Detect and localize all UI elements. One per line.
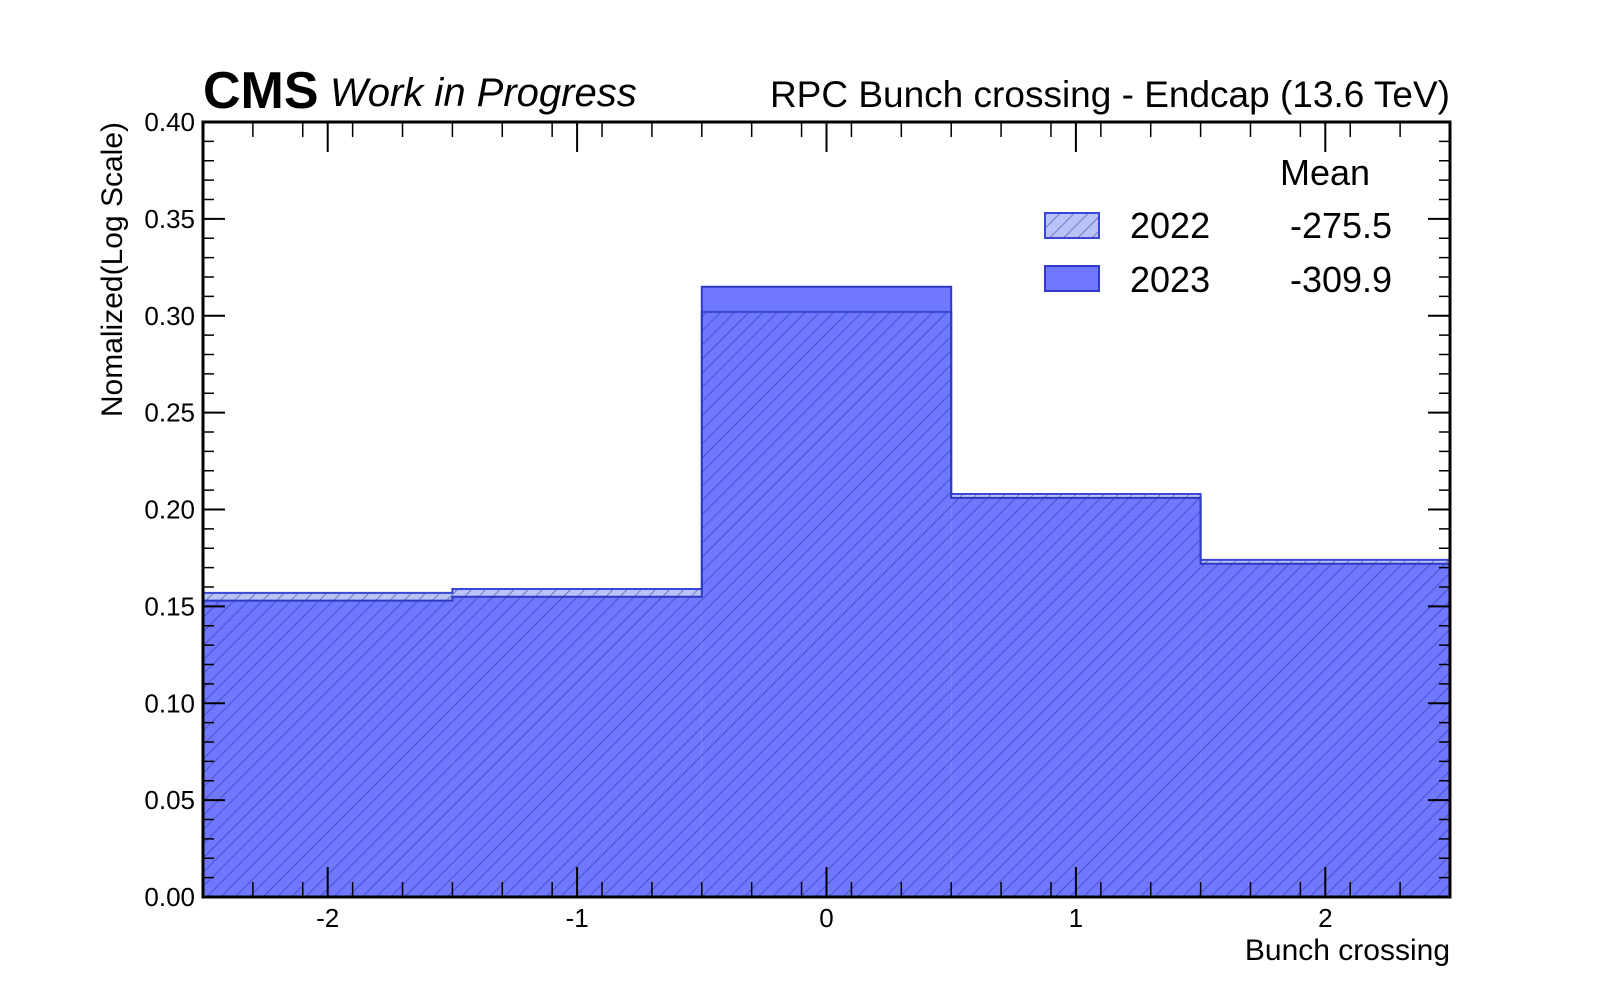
y-axis-title: Nomalized(Log Scale) (96, 122, 129, 417)
x-tick-label: 0 (819, 903, 833, 933)
legend-header: Mean (1280, 152, 1370, 193)
bar-2022-hatch-bin-4 (1200, 559, 1450, 897)
y-tick-label: 0.10 (144, 688, 195, 718)
x-tick-label: 2 (1318, 903, 1332, 933)
legend-swatch-2022-hatch (1045, 213, 1099, 238)
bar-2022-hatch-bin-1 (452, 588, 702, 897)
y-tick-label: 0.40 (144, 107, 195, 137)
bar-2022-hatch-bin-3 (951, 494, 1201, 897)
legend-mean-2022: -275.5 (1290, 205, 1392, 246)
y-tick-label: 0.05 (144, 785, 195, 815)
x-tick-label: 1 (1069, 903, 1083, 933)
y-tick-label: 0.20 (144, 495, 195, 525)
y-tick-label: 0.00 (144, 882, 195, 912)
bar-2022-hatch-bin-0 (203, 592, 453, 897)
y-tick-label: 0.25 (144, 398, 195, 428)
x-tick-label: -1 (566, 903, 589, 933)
legend-label-2022: 2022 (1130, 205, 1210, 246)
legend-label-2023: 2023 (1130, 259, 1210, 300)
outline-2022 (202, 310, 1451, 897)
x-axis-title: Bunch crossing (1245, 934, 1450, 967)
y-tick-label: 0.35 (144, 204, 195, 234)
bars-layer (202, 285, 1451, 897)
legend-mean-2023: -309.9 (1290, 259, 1392, 300)
status-label: Work in Progress (330, 71, 637, 115)
chart-title: RPC Bunch crossing - Endcap (13.6 TeV) (770, 74, 1450, 115)
legend-swatch-2023 (1044, 265, 1100, 292)
bar-2022-hatch-bin-2 (701, 311, 952, 897)
legend: Mean 2022 -275.5 2023 -309.9 (1044, 152, 1392, 300)
plot-frame (201, 120, 1452, 899)
x-tick-label: -2 (316, 903, 339, 933)
outline-2023 (202, 285, 1451, 897)
y-tick-label: 0.15 (144, 591, 195, 621)
y-tick-label: 0.30 (144, 301, 195, 331)
cms-label: CMS (203, 62, 319, 120)
